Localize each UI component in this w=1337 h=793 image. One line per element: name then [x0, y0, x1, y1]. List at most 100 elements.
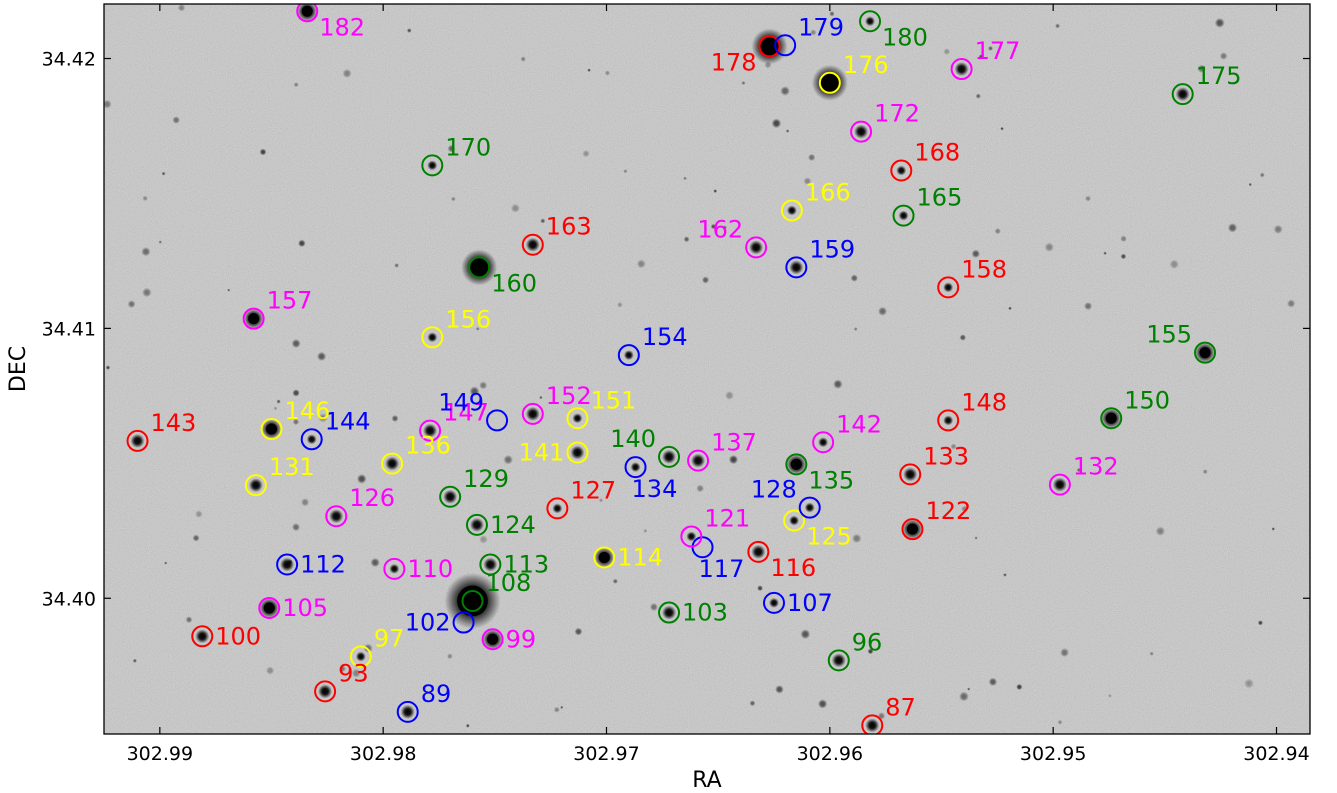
source-marker-143: [126, 429, 149, 452]
source-label-129: 129: [463, 465, 509, 493]
source-label-116: 116: [770, 554, 816, 582]
field-star: [479, 381, 488, 390]
field-star: [192, 534, 200, 542]
field-star: [127, 300, 136, 309]
field-star: [1248, 182, 1252, 187]
field-star: [961, 505, 968, 513]
field-star: [370, 557, 380, 568]
source-label-152: 152: [546, 382, 592, 410]
source-label-127: 127: [570, 476, 616, 504]
source-marker-126: [325, 505, 348, 528]
source-label-97: 97: [374, 625, 405, 653]
field-star: [728, 454, 739, 465]
source-marker-102: [452, 611, 475, 634]
field-star: [132, 658, 137, 663]
source-marker-165: [892, 204, 915, 227]
field-star: [713, 189, 718, 193]
source-marker-107: [763, 591, 785, 614]
field-star: [749, 700, 756, 707]
source-label-172: 172: [874, 100, 920, 128]
source-label-142: 142: [836, 410, 882, 438]
source-star: [389, 563, 400, 574]
source-label-135: 135: [808, 466, 854, 494]
source-label-131: 131: [269, 453, 315, 481]
source-star: [427, 332, 438, 343]
plot-area: 87 89 93 96 97 99 100 102 103 105 107 108 110 112 113 1…: [104, 4, 1310, 734]
field-star: [469, 386, 480, 397]
x-tick-label: 302.98: [350, 743, 416, 765]
field-star: [540, 218, 546, 224]
field-star: [318, 413, 328, 423]
field-star: [1057, 719, 1063, 725]
field-star: [950, 443, 957, 450]
source-star: [306, 434, 317, 445]
field-star: [1244, 678, 1254, 689]
field-star: [974, 536, 978, 540]
field-star: [975, 93, 981, 99]
source-label-148: 148: [961, 388, 1007, 416]
source-marker-131: [244, 474, 267, 497]
source-label-128: 128: [751, 476, 797, 504]
source-star: [469, 517, 484, 532]
source-marker-168: [890, 159, 913, 182]
source-marker-182: [296, 4, 319, 23]
x-axis-ticks: 302.99 302.98 302.97 302.96 302.95 302.94: [127, 4, 1310, 765]
x-tick-label: 302.95: [1020, 743, 1086, 765]
field-star: [406, 28, 412, 33]
field-star: [971, 249, 981, 259]
source-star-core: [469, 257, 490, 278]
source-label-103: 103: [682, 599, 728, 627]
source-star-core: [759, 36, 780, 57]
field-star: [1044, 242, 1054, 252]
source-star: [786, 205, 797, 216]
source-label-177: 177: [975, 37, 1021, 65]
field-star: [292, 389, 300, 397]
field-star: [757, 585, 763, 592]
y-axis-title: DEC: [6, 346, 31, 392]
field-star: [724, 390, 734, 400]
source-star: [854, 124, 869, 139]
y-tick-label: 34.42: [42, 49, 96, 71]
field-star: [185, 616, 193, 624]
field-star: [1259, 172, 1265, 178]
source-marker-180: [859, 10, 882, 33]
source-label-132: 132: [1073, 453, 1119, 481]
source-label-99: 99: [506, 625, 537, 653]
field-star: [539, 395, 543, 400]
source-star: [751, 544, 766, 559]
source-star: [769, 597, 779, 608]
field-star: [1219, 52, 1228, 60]
field-star: [696, 484, 705, 493]
source-marker-163: [521, 233, 544, 256]
source-label-180: 180: [882, 23, 928, 51]
source-label-137: 137: [711, 429, 757, 457]
field-star: [1083, 302, 1093, 311]
field-star: [141, 247, 151, 257]
source-marker-158: [937, 276, 960, 299]
y-tick-label: 34.41: [42, 318, 96, 340]
field-star: [503, 454, 513, 465]
source-star: [385, 456, 400, 471]
source-star: [691, 453, 706, 468]
field-star: [172, 116, 181, 124]
field-star: [574, 627, 583, 636]
source-marker-121: [680, 525, 703, 548]
field-star: [1197, 64, 1206, 73]
label-layer: 87 89 93 96 97 99 100 102 103 105 107 108 110 112 113 1…: [151, 13, 1242, 721]
field-star: [142, 195, 148, 202]
field-star: [1286, 299, 1296, 308]
source-marker-152: [521, 402, 544, 425]
field-star: [598, 498, 604, 503]
field-star: [959, 334, 967, 341]
x-tick-label: 302.94: [1243, 743, 1309, 765]
source-star: [804, 502, 815, 513]
source-star: [483, 557, 498, 572]
source-label-112: 112: [300, 551, 346, 579]
source-star: [898, 210, 909, 221]
field-star: [988, 677, 998, 687]
marker-layer: [126, 4, 1217, 734]
field-star: [363, 643, 373, 653]
source-label-163: 163: [546, 213, 592, 241]
source-marker-132: [1048, 473, 1071, 496]
field-star: [276, 399, 281, 404]
